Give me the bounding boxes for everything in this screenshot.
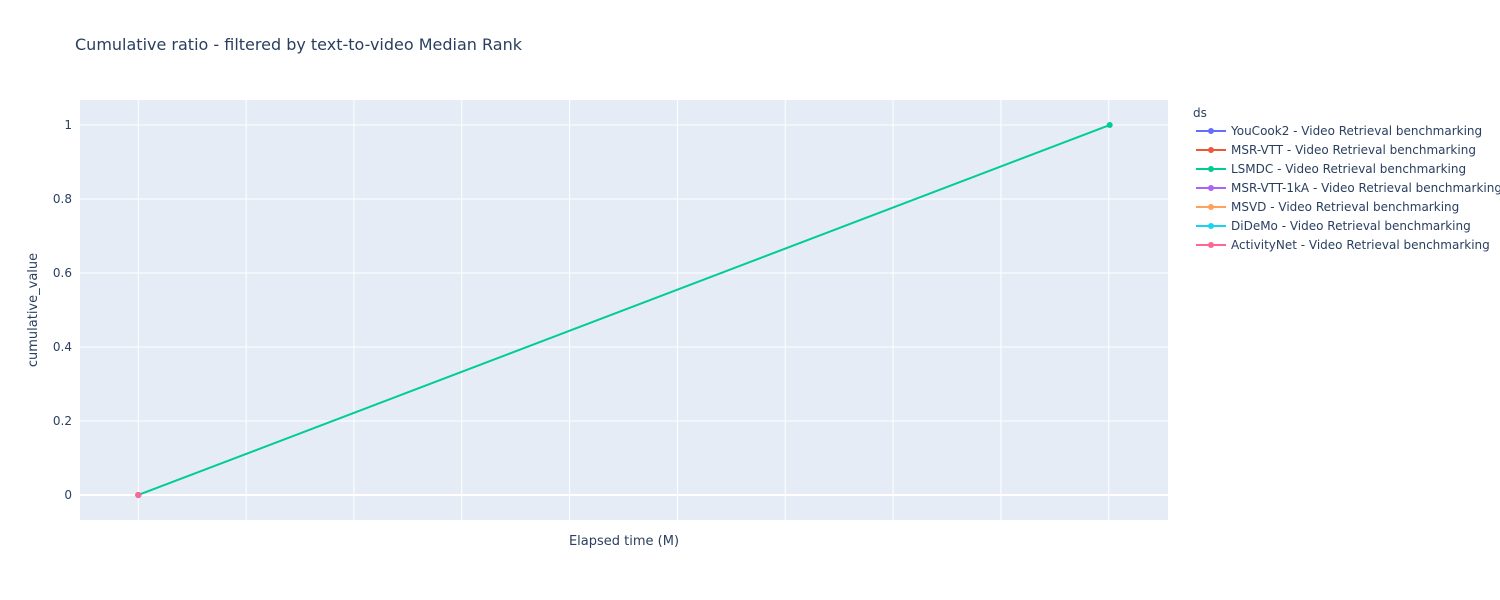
y-tick-label: 0.4	[53, 340, 72, 354]
legend-marker	[1208, 128, 1214, 134]
series-line[interactable]	[137, 124, 1111, 496]
legend-item[interactable]: LSMDC - Video Retrieval benchmarking	[1196, 162, 1466, 176]
y-tick-label: 0	[64, 488, 72, 502]
legend-label: ActivityNet - Video Retrieval benchmarki…	[1231, 238, 1490, 252]
grid-lines	[80, 100, 1168, 520]
series-lines	[137, 124, 1111, 496]
y-tick-label: 0.8	[53, 192, 72, 206]
y-tick-label: 0.6	[53, 266, 72, 280]
legend-label: MSR-VTT - Video Retrieval benchmarking	[1231, 143, 1476, 157]
legend-marker	[1208, 147, 1214, 153]
x-axis-title: Elapsed time (M)	[569, 534, 679, 549]
legend-item[interactable]: MSR-VTT - Video Retrieval benchmarking	[1196, 143, 1476, 157]
legend-item[interactable]: MSVD - Video Retrieval benchmarking	[1196, 200, 1459, 214]
y-axis-title: cumulative_value	[26, 253, 41, 367]
chart-title: Cumulative ratio - filtered by text-to-v…	[75, 35, 523, 54]
legend-marker	[1208, 185, 1214, 191]
y-tick-label: 1	[64, 118, 72, 132]
series-points	[135, 122, 1113, 498]
legend-label: YouCook2 - Video Retrieval benchmarking	[1230, 124, 1482, 138]
legend-item[interactable]: ActivityNet - Video Retrieval benchmarki…	[1196, 238, 1490, 252]
legend-item[interactable]: MSR-VTT-1kA - Video Retrieval benchmarki…	[1196, 181, 1500, 195]
legend-item[interactable]: DiDeMo - Video Retrieval benchmarking	[1196, 219, 1471, 233]
legend-label: DiDeMo - Video Retrieval benchmarking	[1231, 219, 1471, 233]
legend-label: LSMDC - Video Retrieval benchmarking	[1231, 162, 1466, 176]
y-tick-labels: 0 0.2 0.4 0.6 0.8 1	[53, 118, 72, 502]
legend-title: ds	[1193, 106, 1207, 120]
data-point[interactable]	[1106, 122, 1113, 129]
legend-marker	[1208, 242, 1214, 248]
legend-label: MSVD - Video Retrieval benchmarking	[1231, 200, 1459, 214]
y-tick-label: 0.2	[53, 414, 72, 428]
legend-item[interactable]: YouCook2 - Video Retrieval benchmarking	[1196, 124, 1482, 138]
legend-marker	[1208, 166, 1214, 172]
legend-label: MSR-VTT-1kA - Video Retrieval benchmarki…	[1231, 181, 1500, 195]
data-point[interactable]	[135, 491, 142, 498]
legend-marker	[1208, 204, 1214, 210]
legend-marker	[1208, 223, 1214, 229]
legend: ds YouCook2 - Video Retrieval benchmarki…	[1193, 106, 1500, 252]
